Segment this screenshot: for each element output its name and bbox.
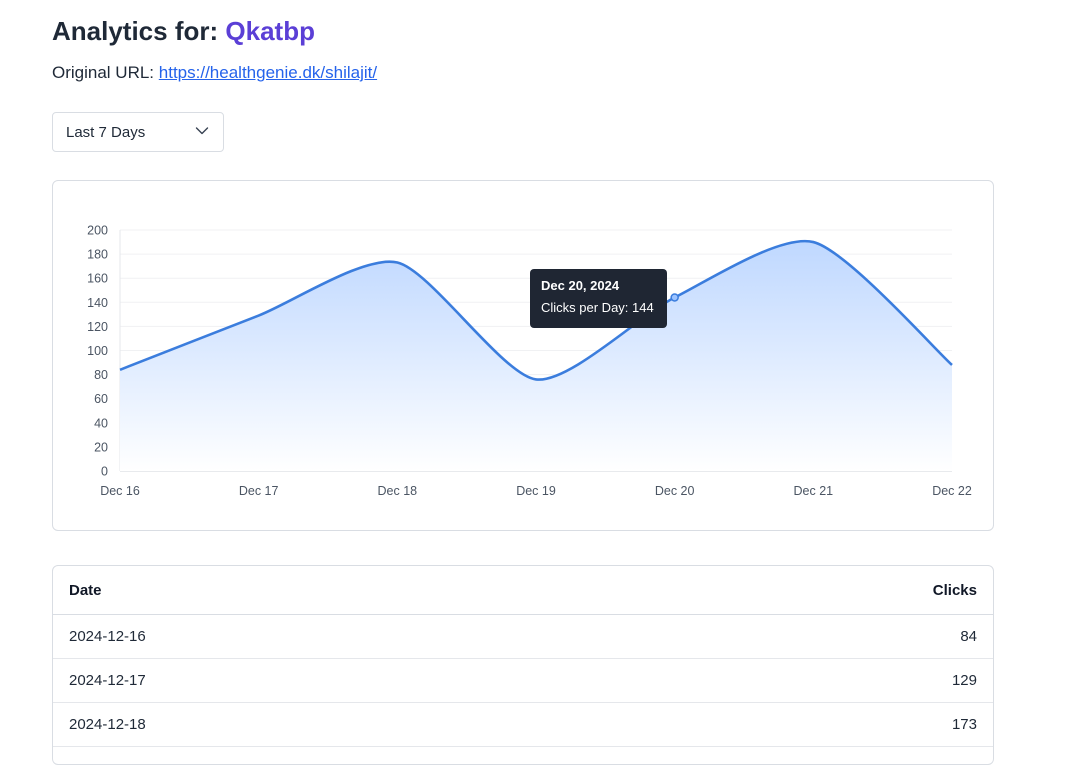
tooltip-body: Clicks per Day: 144 (541, 300, 654, 315)
page-title: Analytics for: Qkatbp (52, 16, 315, 47)
row-date: 2024-12-18 (53, 702, 606, 747)
clicks-table: Date Clicks 2024-12-16 84 2024-12-17 129… (53, 566, 993, 747)
y-tick-label: 140 (87, 296, 108, 310)
table-row: 2024-12-18 173 (53, 702, 993, 747)
clicks-chart: 0 20 40 60 80 100 120 140 160 180 200 Dec 16 Dec 17 D… (87, 224, 972, 499)
tooltip-title: Dec 20, 2024 (541, 278, 620, 293)
y-tick-label: 120 (87, 320, 108, 334)
y-tick-label: 0 (101, 465, 108, 479)
chevron-down-icon (195, 127, 209, 135)
y-tick-label: 100 (87, 344, 108, 358)
x-tick-label: Dec 19 (516, 484, 556, 498)
date-range-select[interactable]: Last 7 Days (52, 112, 224, 152)
y-tick-label: 200 (87, 224, 108, 238)
data-point[interactable] (670, 293, 679, 302)
y-tick-label: 40 (94, 416, 108, 430)
x-tick-label: Dec 17 (239, 484, 279, 498)
row-clicks: 84 (605, 614, 993, 659)
table-row: 2024-12-17 129 (53, 658, 993, 703)
row-date: 2024-12-16 (53, 614, 606, 659)
row-date: 2024-12-17 (53, 658, 606, 703)
original-url-label: Original URL: (52, 63, 155, 82)
x-tick-label: Dec 21 (794, 484, 834, 498)
chart-card: 0 20 40 60 80 100 120 140 160 180 200 Dec 16 Dec 17 D… (52, 180, 994, 531)
date-range-value: Last 7 Days (66, 123, 146, 141)
y-tick-label: 160 (87, 272, 108, 286)
column-header-clicks: Clicks (605, 566, 993, 615)
series-area-fill (120, 241, 952, 471)
y-tick-label: 80 (94, 368, 108, 382)
x-tick-label: Dec 16 (100, 484, 140, 498)
short-code: Qkatbp (225, 16, 315, 46)
clicks-table-card: Date Clicks 2024-12-16 84 2024-12-17 129… (52, 565, 994, 765)
series-line (119, 239, 953, 381)
title-prefix: Analytics for: (52, 16, 219, 46)
y-tick-label: 20 (94, 440, 108, 454)
original-url-link[interactable]: https://healthgenie.dk/shilajit/ (158, 63, 378, 82)
x-tick-label: Dec 20 (655, 484, 695, 498)
row-clicks: 129 (605, 658, 993, 703)
original-url-line: Original URL: https://healthgenie.dk/shi… (52, 63, 377, 83)
column-header-date: Date (53, 566, 606, 615)
x-tick-label: Dec 22 (932, 484, 972, 498)
y-tick-label: 60 (94, 392, 108, 406)
row-clicks: 173 (605, 702, 993, 747)
y-tick-label: 180 (87, 248, 108, 262)
table-header-row: Date Clicks (53, 566, 993, 615)
table-row: 2024-12-16 84 (53, 614, 993, 659)
chart-tooltip: Dec 20, 2024 Clicks per Day: 144 (530, 269, 667, 328)
x-tick-label: Dec 18 (378, 484, 418, 498)
